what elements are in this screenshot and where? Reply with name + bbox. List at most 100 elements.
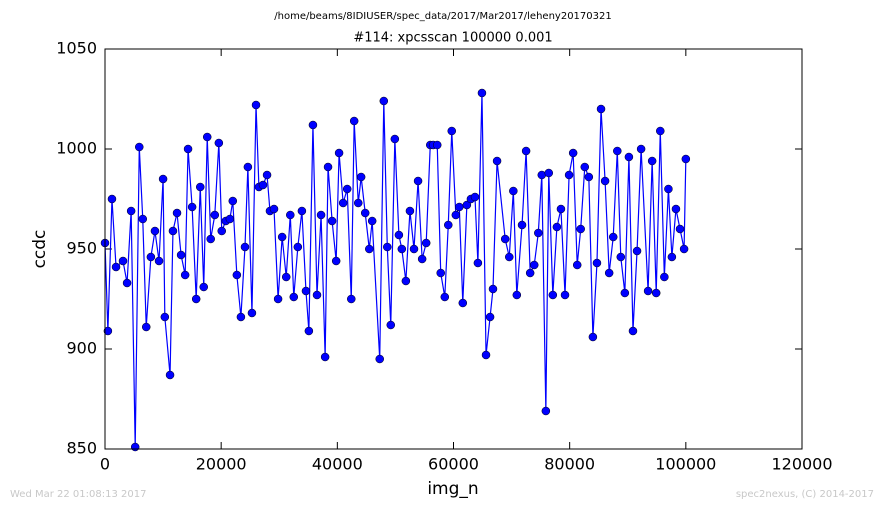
data-point: [323, 162, 333, 172]
data-point: [681, 154, 691, 164]
data-point: [390, 134, 400, 144]
data-point: [534, 228, 543, 238]
data-point: [160, 312, 170, 322]
data-point: [334, 148, 344, 158]
data-point: [651, 288, 661, 298]
data-point: [367, 216, 377, 226]
y-tick-label: 1050: [56, 39, 97, 58]
data-point: [289, 292, 299, 302]
data-point: [228, 196, 238, 206]
data-point: [158, 174, 168, 184]
data-point: [273, 294, 283, 304]
data-point: [444, 220, 453, 230]
data-point: [521, 146, 531, 156]
data-point: [338, 198, 348, 208]
data-point: [647, 156, 657, 166]
data-point: [262, 170, 272, 180]
data-point: [488, 284, 498, 294]
data-point: [269, 204, 279, 214]
data-point: [187, 202, 197, 212]
data-point: [258, 180, 268, 190]
data-point: [656, 126, 665, 136]
data-point: [202, 132, 212, 142]
data-point: [308, 120, 318, 130]
x-tick-label: 80000: [544, 455, 595, 474]
data-point: [383, 242, 392, 252]
data-point: [485, 312, 495, 322]
data-point: [671, 204, 681, 214]
data-point: [436, 268, 445, 278]
plot-frame: [104, 48, 803, 450]
suptitle: /home/beams/8IDIUSER/spec_data/2017/Mar2…: [274, 11, 611, 22]
y-tick-label: 950: [66, 239, 97, 258]
data-point: [505, 252, 514, 262]
data-point: [347, 294, 356, 304]
data-point: [353, 198, 363, 208]
x-tick-label: 40000: [312, 455, 363, 474]
data-point: [107, 194, 117, 204]
data-point: [667, 252, 677, 262]
data-point: [135, 142, 144, 152]
data-point: [584, 172, 594, 182]
data-point: [320, 352, 330, 362]
data-point: [236, 312, 246, 322]
data-point: [240, 242, 250, 252]
data-point: [473, 258, 483, 268]
data-point: [620, 288, 630, 298]
data-point: [560, 290, 570, 300]
data-point: [588, 332, 598, 342]
x-tick-label: 100000: [655, 455, 716, 474]
data-point: [199, 282, 208, 292]
data-point: [397, 244, 407, 254]
data-point: [401, 276, 411, 286]
data-point: [432, 140, 442, 150]
data-point: [165, 370, 175, 380]
data-point: [206, 234, 215, 244]
data-point: [301, 286, 311, 296]
data-point: [405, 206, 415, 216]
data-point: [451, 210, 461, 220]
data-point: [141, 322, 151, 332]
data-point: [541, 406, 551, 416]
y-tick-label: 900: [66, 339, 97, 358]
data-point: [297, 206, 307, 216]
data-point: [616, 252, 626, 262]
data-point: [130, 442, 140, 452]
y-axis-label: ccdc: [30, 230, 50, 269]
data-point: [525, 268, 535, 278]
data-point: [556, 204, 566, 214]
data-point: [150, 226, 160, 236]
data-point: [417, 254, 427, 264]
data-point: [356, 172, 366, 182]
footer-right: spec2nexus, (C) 2014-2017: [736, 489, 874, 500]
data-point: [312, 290, 322, 300]
data-point: [492, 156, 502, 166]
data-point: [462, 200, 472, 210]
data-point: [122, 278, 132, 288]
data-point: [277, 232, 287, 242]
data-point: [247, 308, 257, 318]
x-tick-label: 20000: [196, 455, 247, 474]
y-tick-label: 850: [66, 439, 97, 458]
data-point: [660, 272, 669, 282]
data-point: [286, 210, 295, 220]
data-point: [168, 226, 178, 236]
footer-left: Wed Mar 22 01:08:13 2017: [10, 489, 146, 500]
data-point: [679, 244, 689, 254]
data-point: [576, 224, 585, 234]
data-point: [481, 350, 491, 360]
data-point: [214, 138, 224, 148]
data-point: [172, 208, 182, 218]
data-point: [281, 272, 291, 282]
y-tick-label: 1000: [56, 139, 97, 158]
data-point: [409, 244, 419, 254]
data-point: [386, 320, 396, 330]
data-point: [118, 256, 128, 266]
data-point: [455, 202, 464, 212]
data-point: [111, 262, 121, 272]
data-point: [421, 238, 431, 248]
data-point: [126, 206, 136, 216]
data-point: [103, 326, 113, 336]
data-point: [572, 260, 582, 270]
